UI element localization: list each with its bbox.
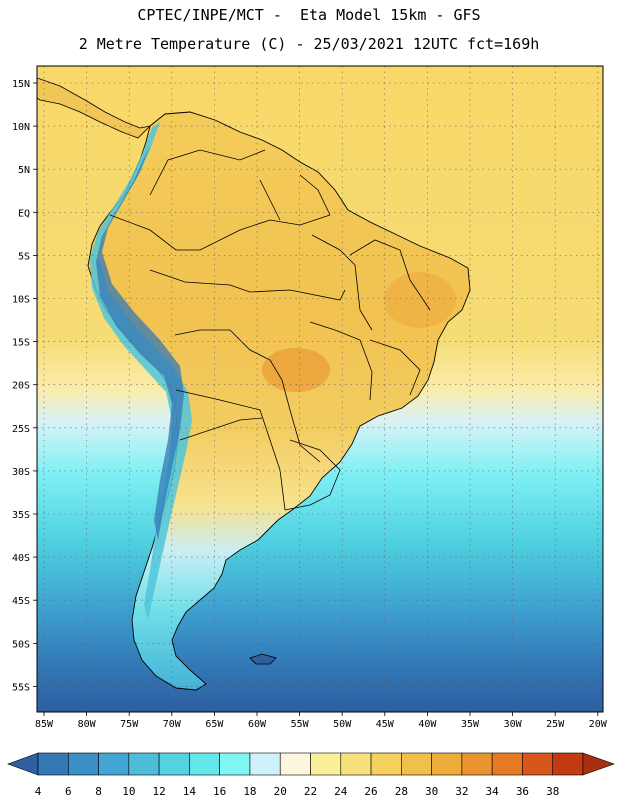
lat-tick-label: EQ bbox=[18, 208, 30, 219]
colorbar-tick-label: 22 bbox=[304, 785, 317, 798]
lat-tick-label: 45S bbox=[12, 596, 30, 607]
lat-tick-label: 15N bbox=[12, 79, 30, 90]
colorbar-tick-label: 6 bbox=[65, 785, 72, 798]
colorbar-cell bbox=[158, 752, 190, 776]
colorbar-tick-label: 34 bbox=[486, 785, 500, 798]
lon-tick-label: 25W bbox=[546, 719, 565, 730]
colorbar-cell bbox=[431, 752, 463, 776]
colorbar-tick-label: 14 bbox=[183, 785, 197, 798]
lat-tick-label: 15S bbox=[12, 338, 30, 349]
lat-tick-label: 5S bbox=[18, 251, 30, 262]
colorbar-tick-label: 18 bbox=[243, 785, 256, 798]
lat-tick-label: 20S bbox=[12, 381, 30, 392]
lat-tick-label: 30S bbox=[12, 467, 30, 478]
colorbar-tick-label: 28 bbox=[395, 785, 408, 798]
colorbar-tick-label: 10 bbox=[122, 785, 135, 798]
colorbar-tick-label: 12 bbox=[152, 785, 165, 798]
lat-tick-label: 5N bbox=[18, 165, 30, 176]
lon-tick-label: 40W bbox=[418, 719, 437, 730]
lon-tick-label: 45W bbox=[376, 719, 395, 730]
colorbar-tick-label: 8 bbox=[95, 785, 102, 798]
colorbar-tick-label: 36 bbox=[516, 785, 529, 798]
lon-tick-label: 50W bbox=[333, 719, 352, 730]
lat-tick-label: 10N bbox=[12, 122, 30, 133]
lat-tick-label: 35S bbox=[12, 510, 30, 521]
country-borders bbox=[109, 149, 431, 511]
longitude-axis: 85W 80W 75W 70W 65W 60W 55W 50W 45W 40W 35W 30W 25W 2… bbox=[35, 712, 608, 730]
colorbar-cell bbox=[219, 752, 251, 776]
colorbar-cell bbox=[401, 752, 432, 776]
lon-tick-label: 80W bbox=[78, 719, 97, 730]
lon-tick-label: 85W bbox=[35, 719, 54, 730]
lat-tick-label: 50S bbox=[12, 639, 30, 650]
andes-cold-band bbox=[90, 122, 192, 620]
latitude-axis: 15N 10N 5N EQ 5S 10S 15S 20S 25S 30S 35S 40S 45S 50S 5… bbox=[12, 79, 37, 693]
colorbar-cell bbox=[552, 752, 584, 776]
colorbar-cell bbox=[279, 752, 311, 776]
interior-hot-spot bbox=[262, 348, 330, 392]
title-line-1: CPTEC/INPE/MCT - Eta Model 15km - GFS bbox=[137, 6, 481, 24]
lon-tick-label: 30W bbox=[504, 719, 523, 730]
lon-tick-label: 75W bbox=[120, 719, 139, 730]
lon-tick-label: 55W bbox=[291, 719, 310, 730]
colorbar-cell bbox=[461, 752, 493, 776]
colorbar-labels: 4 6 8 10 12 14 16 18 20 22 24 26 28 30 32 34 36 38 bbox=[35, 785, 560, 798]
colorbar-cell bbox=[370, 752, 402, 776]
lon-tick-label: 65W bbox=[205, 719, 224, 730]
colorbar-tick-label: 20 bbox=[274, 785, 287, 798]
lon-tick-label: 35W bbox=[461, 719, 480, 730]
andes-core bbox=[96, 146, 184, 540]
map-frame bbox=[36, 65, 604, 713]
falkland-islands bbox=[249, 653, 277, 665]
lon-tick-label: 70W bbox=[163, 719, 182, 730]
lat-tick-label: 55S bbox=[12, 682, 30, 693]
lon-tick-label: 60W bbox=[248, 719, 267, 730]
colorbar-tick-label: 26 bbox=[364, 785, 377, 798]
colorbar-tick-label: 4 bbox=[35, 785, 42, 798]
lat-tick-label: 10S bbox=[12, 295, 30, 306]
lon-tick-label: 20W bbox=[589, 719, 608, 730]
colorbar-cell bbox=[491, 752, 523, 776]
temperature-colorbar bbox=[7, 752, 615, 776]
colorbar-cell bbox=[340, 752, 372, 776]
lat-lon-grid bbox=[37, 66, 603, 712]
northeast-warm-spot bbox=[384, 272, 456, 328]
colorbar-tick-label: 38 bbox=[546, 785, 559, 798]
colorbar-cell bbox=[37, 752, 69, 776]
colorbar-tick-label: 16 bbox=[213, 785, 226, 798]
colorbar-cell bbox=[67, 752, 99, 776]
title-line-2: 2 Metre Temperature (C) - 25/03/2021 12U… bbox=[78, 35, 540, 53]
colorbar-cell bbox=[128, 752, 160, 776]
colorbar-high-arrow bbox=[582, 752, 615, 776]
colorbar-cell bbox=[310, 752, 342, 776]
lat-tick-label: 25S bbox=[12, 424, 30, 435]
colorbar-tick-label: 24 bbox=[334, 785, 348, 798]
colorbar-tick-label: 32 bbox=[455, 785, 468, 798]
colorbar-cell bbox=[249, 752, 281, 776]
central-america-landmass bbox=[37, 77, 152, 139]
lat-tick-label: 40S bbox=[12, 553, 30, 564]
colorbar-cell bbox=[189, 752, 220, 776]
colorbar-cell bbox=[522, 752, 554, 776]
colorbar-low-arrow bbox=[7, 752, 39, 776]
colorbar-tick-label: 30 bbox=[425, 785, 438, 798]
colorbar-cell bbox=[98, 752, 130, 776]
